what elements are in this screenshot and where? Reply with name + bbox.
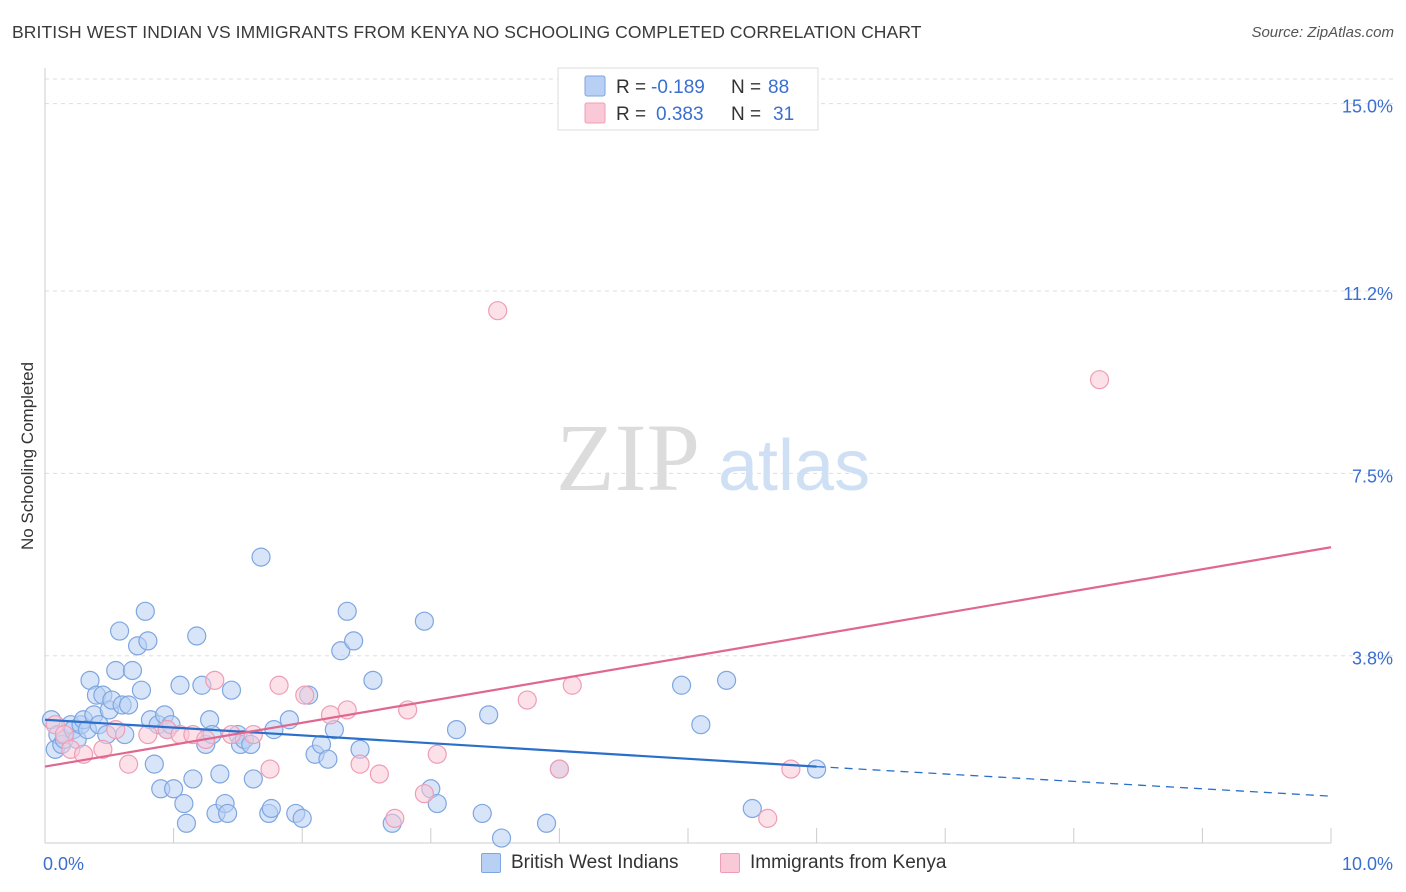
blue-data-point — [318, 749, 338, 769]
trend-lines — [44, 546, 1332, 797]
blue-data-point — [671, 675, 692, 695]
pink-data-point — [243, 724, 263, 745]
blue-trend-line — [44, 718, 817, 768]
legend-n-value-blue: 88 — [768, 77, 789, 98]
bottom-legend-swatch-blue — [481, 853, 501, 873]
legend: R = -0.189 N = 88 R = 0.383 N = 31 — [557, 67, 819, 131]
blue-data-point — [331, 641, 351, 661]
grid — [45, 78, 1395, 657]
blue-data-point — [187, 626, 207, 646]
blue-data-point — [472, 803, 492, 824]
legend-r-value-blue: -0.189 — [651, 77, 705, 98]
blue-data-point — [292, 808, 312, 828]
bottom-legend-pink: Immigrants from Kenya — [720, 852, 946, 874]
blue-data-point — [183, 769, 203, 789]
blue-data-point — [174, 793, 194, 814]
legend-swatch-blue — [584, 75, 606, 97]
pink-data-point — [414, 784, 434, 804]
blue-data-point — [491, 828, 512, 848]
source-attribution: Source: ZipAtlas.com — [1251, 24, 1394, 41]
pink-data-point — [758, 808, 778, 828]
y-tick-label: 3.8% — [1352, 649, 1393, 669]
blue-data-point — [414, 611, 434, 631]
pink-data-point — [295, 685, 315, 705]
watermark-zip: ZIP — [556, 404, 700, 511]
blue-data-point — [135, 601, 155, 621]
bottom-legend-label-pink: Immigrants from Kenya — [750, 852, 947, 873]
blue-data-point — [122, 660, 143, 681]
blue-data-point — [363, 670, 383, 690]
chart-title: BRITISH WEST INDIAN VS IMMIGRANTS FROM K… — [12, 22, 922, 42]
legend-n-value-pink: 31 — [773, 104, 794, 125]
bottom-legend-label-blue: British West Indians — [511, 852, 679, 873]
pink-data-point — [369, 764, 389, 784]
blue-data-point — [344, 631, 364, 651]
blue-data-point — [536, 813, 557, 833]
pink-data-point — [320, 705, 341, 725]
blue-data-point — [251, 547, 271, 567]
bottom-legend-blue: British West Indians — [481, 852, 679, 874]
pink-data-point — [118, 754, 139, 774]
blue-data-point — [337, 601, 357, 621]
pink-data-point — [1089, 370, 1110, 390]
data-points — [41, 301, 1110, 848]
blue-data-point — [131, 680, 152, 700]
pink-data-point — [205, 670, 225, 690]
legend-r-label-pink: R = — [616, 104, 646, 125]
y-tick-label: 15.0% — [1342, 97, 1393, 117]
pink-data-point — [350, 754, 370, 774]
x-tick-label: 10.0% — [1342, 854, 1393, 874]
blue-data-point — [479, 705, 499, 725]
blue-data-point — [261, 798, 281, 819]
legend-n-label-blue: N = — [731, 77, 761, 98]
pink-data-point — [269, 675, 289, 695]
blue-data-point — [716, 670, 737, 690]
pink-data-point — [427, 744, 447, 764]
blue-data-point — [109, 621, 130, 641]
blue-data-point — [218, 803, 238, 824]
pink-data-point — [549, 759, 570, 779]
blue-data-point — [427, 793, 447, 814]
blue-data-point — [138, 631, 158, 651]
pink-data-point — [517, 690, 537, 710]
blue-data-point — [118, 695, 139, 715]
blue-data-point — [446, 720, 467, 740]
watermark: ZIP atlas — [556, 404, 870, 511]
legend-n-label-pink: N = — [731, 104, 761, 125]
pink-trend-line — [44, 546, 1332, 768]
legend-r-label-blue: R = — [616, 77, 646, 98]
legend-swatch-pink — [584, 102, 606, 124]
y-tick-label: 7.5% — [1352, 466, 1393, 486]
blue-data-point — [691, 715, 711, 735]
blue-data-point — [806, 759, 827, 779]
blue-data-point — [221, 680, 242, 700]
pink-data-point — [260, 759, 280, 779]
pink-data-point — [385, 808, 405, 828]
x-tick-label: 0.0% — [43, 854, 84, 874]
blue-trend-extension — [816, 765, 1332, 797]
pink-data-point — [562, 675, 582, 695]
blue-data-point — [106, 660, 126, 681]
blue-data-point — [742, 798, 762, 819]
legend-r-value-pink: 0.383 — [656, 104, 704, 125]
bottom-legend-swatch-pink — [720, 853, 740, 873]
blue-data-point — [164, 779, 184, 799]
pink-data-point — [488, 301, 508, 321]
blue-data-point — [144, 754, 164, 774]
pink-data-point — [781, 759, 801, 779]
blue-data-point — [210, 764, 230, 784]
y-tick-label: 11.2% — [1343, 284, 1393, 304]
pink-data-point — [138, 724, 158, 745]
pink-data-point — [93, 739, 113, 759]
blue-data-point — [243, 769, 263, 789]
axes: 3.8% 7.5% 11.2% 15.0% 0.0% 10.0% — [43, 68, 1393, 874]
watermark-atlas: atlas — [718, 426, 870, 506]
blue-data-point — [170, 675, 190, 695]
blue-data-point — [176, 813, 197, 833]
